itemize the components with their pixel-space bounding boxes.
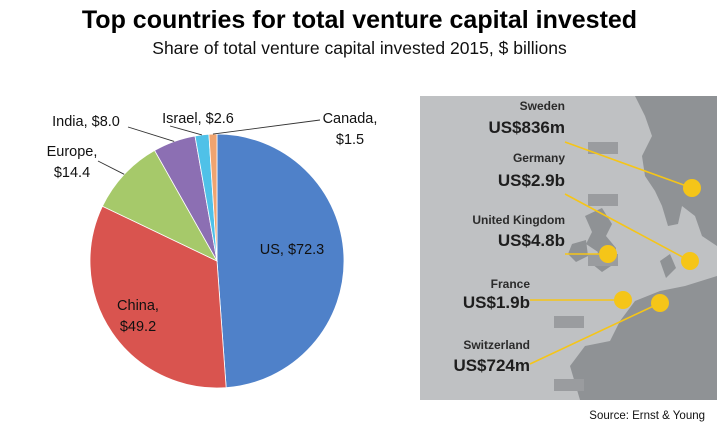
callout-box-france: [554, 316, 584, 328]
pie-label-europe: Europe, $14.4: [47, 144, 98, 181]
callout-value-germany: US$2.9b: [498, 171, 565, 190]
map-dot-germany: [681, 252, 699, 270]
callout-country-france: France: [491, 277, 531, 291]
map-denmark: [660, 254, 676, 278]
map-scandinavia: [635, 96, 717, 246]
callout-country-united-kingdom: United Kingdom: [472, 213, 565, 227]
callout-country-germany: Germany: [513, 151, 565, 165]
map-ireland: [568, 240, 588, 262]
callout-box-germany: [588, 194, 618, 206]
pie-label-india: India, $8.0: [52, 114, 120, 130]
map-dot-france: [614, 291, 632, 309]
pie-slice-us: [216, 133, 345, 389]
callout-box-switzerland: [554, 379, 584, 391]
leader-line-india: [127, 126, 175, 142]
leader-line-europe: [97, 160, 125, 175]
callout-country-sweden: Sweden: [520, 99, 565, 113]
pie-label-canada: Canada, $1.5: [323, 111, 378, 148]
pie-label-israel: Israel, $2.6: [162, 111, 234, 127]
callout-line-switzerland: [529, 302, 661, 365]
pie-slice-europe: [101, 149, 218, 262]
callout-country-switzerland: Switzerland: [463, 338, 530, 352]
callout-box-sweden: [588, 142, 618, 154]
europe-map-panel: Sweden US$836m Germany US$2.9b United Kingdo…: [420, 96, 717, 400]
map-dot-sweden: [683, 179, 701, 197]
callout-value-france: US$1.9b: [463, 293, 530, 312]
chart-subtitle: Share of total venture capital invested …: [152, 38, 567, 58]
chart-title: Top countries for total venture capital …: [81, 6, 638, 34]
source-note: Source: Ernst & Young: [589, 410, 705, 422]
pie-slice-china: [89, 205, 227, 389]
map-dot-switzerland: [651, 294, 669, 312]
callout-value-switzerland: US$724m: [453, 356, 530, 375]
callout-line-sweden: [564, 141, 693, 189]
callout-line-germany: [564, 193, 691, 262]
callout-lines: [529, 141, 693, 391]
leader-line-israel: [169, 125, 203, 136]
europe-map: [568, 96, 717, 400]
pie-chart: US, $72.3 China, $49.2 Europe, $14.4 India, $…: [47, 111, 378, 389]
leader-line-canada: [212, 119, 321, 135]
pie-label-us: US, $72.3: [260, 242, 325, 258]
map-dot-united-kingdom: [599, 245, 617, 263]
map-continent: [570, 276, 717, 400]
callout-value-united-kingdom: US$4.8b: [498, 231, 565, 250]
callout-value-sweden: US$836m: [488, 118, 565, 137]
pie-label-china: China, $49.2: [117, 298, 159, 335]
